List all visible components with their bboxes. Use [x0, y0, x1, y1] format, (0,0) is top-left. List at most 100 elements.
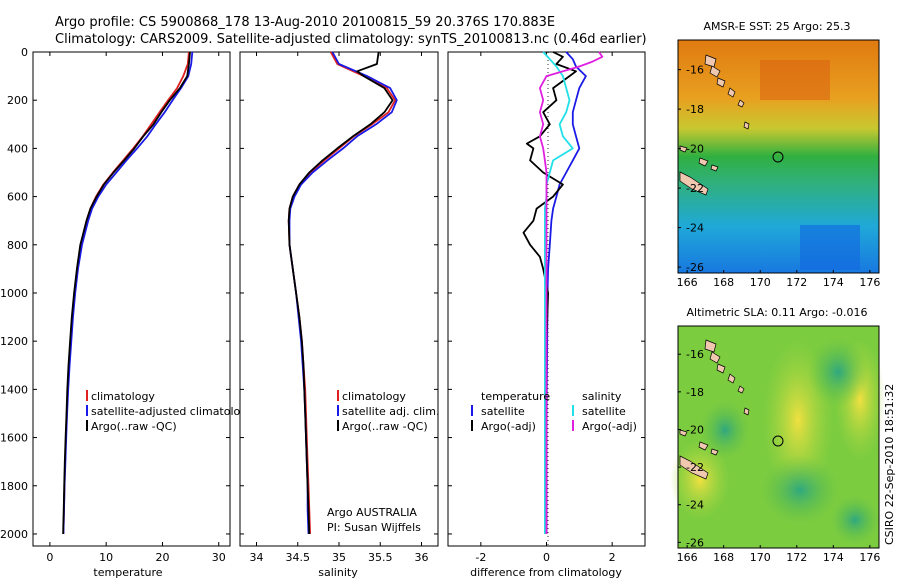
map-x-tick-label: 176: [859, 551, 880, 564]
legend-sal-satellite: satellite: [582, 405, 626, 418]
sla-map: Altimetric SLA: 0.11 Argo: -0.016 166 168…: [670, 306, 885, 564]
legend-header-temperature: temperature: [481, 390, 550, 403]
map-x-tick-label: 172: [786, 276, 807, 289]
map-y-tick-label: -22: [686, 461, 704, 474]
difference-legend: temperature satellite Argo(-adj) salinit…: [471, 390, 637, 433]
legend-swatch-sal-satellite: [572, 405, 574, 416]
y-tick-label: 2000: [0, 528, 28, 541]
salinity-legend: climatology satellite adj. clim. Argo(..…: [337, 390, 439, 433]
map-x-tick-label: 166: [677, 276, 698, 289]
x-tick-label: 35.5: [368, 551, 393, 564]
legend-climatology: climatology: [342, 390, 406, 403]
difference-panel: -2 0 2 difference from climatology tempera…: [447, 51, 646, 579]
map-x-tick-label: 172: [786, 551, 807, 564]
island: [737, 99, 745, 108]
x-tick-label: 34.5: [286, 551, 311, 564]
island: [710, 448, 719, 456]
map-x-tick-label: 168: [713, 551, 734, 564]
legend-satellite: satellite adj. clim.: [342, 405, 439, 418]
legend-swatch-satellite: [337, 405, 339, 416]
sst-map-title: AMSR-E SST: 25 Argo: 25.3: [703, 20, 850, 33]
map-y-tick-label: -22: [686, 182, 704, 195]
legend-argo: Argo(..raw -QC): [91, 420, 177, 433]
header-line2: Climatology: CARS2009. Satellite-adjuste…: [55, 32, 647, 47]
island: [709, 65, 721, 78]
y-tick-label: 0: [21, 46, 28, 59]
sst-cool-patch: [800, 225, 860, 270]
map-y-tick-label: -18: [686, 103, 704, 116]
island: [743, 407, 750, 416]
legend-swatch-sal-argo: [572, 420, 574, 431]
sst-islands: [679, 54, 750, 196]
credit-timestamp: CSIRO 22-Sep-2010 18:51:32: [883, 384, 896, 545]
header-line1: Argo profile: CS 5900868_178 13-Aug-2010…: [55, 15, 555, 30]
sst-warm-patch: [760, 60, 830, 100]
y-tick-label: 800: [7, 239, 28, 252]
sla-low-anomaly: [808, 337, 868, 407]
temperature-axes: [32, 51, 231, 547]
sla-islands: [679, 339, 750, 480]
legend-swatch-satellite: [86, 405, 88, 416]
legend-temp-argo: Argo(-adj): [481, 420, 536, 433]
argo-program-label: Argo AUSTRALIA: [327, 506, 417, 519]
island: [743, 121, 750, 130]
legend-sal-argo: Argo(-adj): [582, 420, 637, 433]
map-x-tick-label: 174: [823, 276, 844, 289]
island: [709, 351, 721, 364]
y-tick-label: 1400: [0, 383, 28, 396]
series-line-salinity-argo-adj: [539, 51, 604, 534]
sst-map: AMSR-E SST: 25 Argo: 25.3 166 168 170 172 17…: [677, 20, 881, 289]
island: [679, 171, 709, 196]
x-tick-label: 2: [609, 551, 616, 564]
sla-frame: [677, 325, 880, 549]
sst-frame: [677, 39, 880, 274]
map-x-tick-label: 166: [677, 551, 698, 564]
argo-position-marker: [772, 435, 784, 447]
sla-low-anomaly: [700, 400, 750, 460]
island: [716, 77, 726, 88]
series-line-argo-raw-qc: [287, 51, 394, 535]
island: [698, 157, 709, 167]
legend-swatch-argo: [86, 420, 88, 431]
sla-low-anomaly: [830, 495, 880, 545]
island: [710, 164, 719, 172]
sla-low-anomaly: [760, 455, 840, 525]
legend-temp-satellite: satellite: [481, 405, 525, 418]
legend-swatch-argo: [337, 420, 339, 431]
x-tick-label: 20: [155, 551, 169, 564]
salinity-panel: 34 34.5 35 35.5 36 salinity climatology sate…: [239, 51, 439, 579]
temperature-legend: climatology satellite-adjusted climatolo…: [86, 390, 254, 433]
temperature-xlabel: temperature: [93, 566, 162, 579]
island: [704, 339, 717, 353]
legend-swatch-temp-satellite: [471, 405, 473, 416]
y-tick-label: 600: [7, 191, 28, 204]
island: [679, 455, 709, 480]
x-tick-label: 0: [543, 551, 550, 564]
map-y-tick-label: -24: [686, 222, 704, 235]
sla-map-title: Altimetric SLA: 0.11 Argo: -0.016: [687, 306, 868, 319]
y-tick-label: 200: [7, 94, 28, 107]
island: [698, 441, 709, 451]
temperature-panel: 0 10 20 30 0 200 400 600 800 1000 1200 1400 1600 1800…: [0, 46, 254, 579]
series-line-argo-raw-qc: [62, 51, 191, 535]
island: [727, 87, 736, 98]
salinity-xlabel: salinity: [318, 566, 358, 579]
map-y-tick-label: -16: [686, 348, 704, 361]
island: [679, 429, 688, 437]
argo-position-marker: [772, 151, 784, 163]
legend-climatology: climatology: [91, 390, 155, 403]
x-tick-label: 10: [99, 551, 113, 564]
x-tick-label: 0: [46, 551, 53, 564]
map-y-tick-label: -16: [686, 64, 704, 77]
x-tick-label: 30: [212, 551, 226, 564]
map-y-tick-label: -26: [686, 536, 704, 549]
y-tick-label: 1600: [0, 432, 28, 445]
map-x-tick-label: 170: [750, 551, 771, 564]
legend-argo: Argo(..raw -QC): [342, 420, 428, 433]
y-tick-label: 400: [7, 142, 28, 155]
map-y-tick-label: -26: [686, 261, 704, 274]
map-x-tick-label: 170: [750, 276, 771, 289]
legend-satellite: satellite-adjusted climatology: [91, 405, 254, 418]
series-line-salinity-satellite: [542, 51, 574, 534]
legend-swatch-climatology: [86, 390, 88, 401]
